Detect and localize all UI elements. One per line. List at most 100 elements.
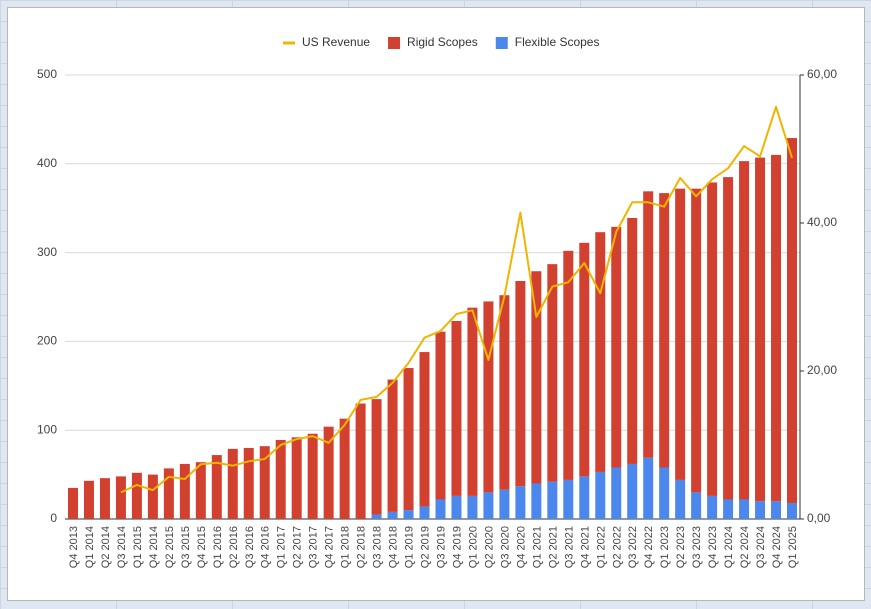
bar-segment [579,242,590,477]
y-tick-label: 500 [37,67,57,81]
bar-segment [691,492,702,519]
bar-segment [371,399,382,515]
x-tick-label: Q2 2014 [100,526,112,568]
legend-label: Rigid Scopes [407,35,478,49]
y-tick-label: 400 [37,156,57,170]
bar-segment [611,226,622,468]
bar-segment [371,514,382,519]
bar-segment [643,457,654,519]
x-tick-label: Q3 2016 [244,526,256,568]
x-tick-label: Q3 2015 [180,526,192,568]
bar-segment [467,307,478,496]
x-tick-label: Q4 2023 [707,526,719,568]
bar-segment [339,418,350,519]
x-tick-label: Q4 2021 [579,526,591,568]
bar-segment [403,368,414,511]
y-tick-label: 0 [50,511,57,525]
bar-segment [291,437,302,519]
bar-segment [387,511,398,519]
bar-segment [547,264,558,482]
x-tick-label: Q3 2014 [116,526,128,568]
bar-segment [659,467,670,519]
bar-segment [723,499,734,519]
x-tick-label: Q2 2015 [164,526,176,568]
x-tick-label: Q2 2019 [420,526,432,568]
y-tick-label: 300 [37,245,57,259]
bar-segment [659,193,670,468]
x-tick-label: Q2 2024 [739,526,751,568]
bar-segment [771,501,782,519]
x-tick-label: Q4 2018 [388,526,400,568]
bar-segment [419,506,430,519]
bar-segment [611,467,622,519]
bar-segment [723,177,734,500]
x-tick-label: Q4 2022 [643,526,655,568]
bar-segment [675,188,686,480]
bar-segment [355,403,366,519]
x-tick-label: Q2 2022 [611,526,623,568]
bar-segment [179,463,190,519]
x-tick-label: Q1 2022 [595,526,607,568]
legend-label: US Revenue [302,35,370,49]
bar-segment [259,446,270,519]
x-tick-label: Q1 2019 [404,526,416,568]
x-tick-label: Q4 2016 [260,526,272,568]
bar-segment [163,468,174,519]
bar-segment [739,499,750,519]
bar-segment [627,217,638,464]
revenue-line [120,105,793,494]
bar-segment [307,433,318,519]
x-tick-label: Q4 2020 [515,526,527,568]
bar-segment [787,138,798,504]
bar-segment [627,463,638,519]
bar-segment [579,476,590,519]
bar-segment [515,281,526,487]
bar-segment [99,478,110,519]
x-tick-label: Q1 2025 [787,526,799,568]
bar-segment [563,250,574,480]
bar-segment [131,472,142,519]
legend-swatch [388,37,401,49]
bar-segment [771,154,782,502]
bar-segment [499,489,510,519]
bar-segment [435,499,446,519]
legend-swatch [495,37,508,49]
x-tick-label: Q4 2015 [196,526,208,568]
x-tick-label: Q4 2014 [148,526,160,568]
bar-segment [547,481,558,519]
bar-segment [211,455,222,519]
y2-tick-label: 0,00 [807,511,831,525]
x-tick-label: Q2 2017 [292,526,304,568]
bar-segment [483,301,494,493]
x-tick-label: Q3 2020 [499,526,511,568]
x-tick-label: Q3 2023 [691,526,703,568]
bar-segment [739,161,750,500]
x-tick-label: Q4 2013 [68,526,80,568]
x-tick-label: Q2 2016 [228,526,240,568]
y2-tick-label: 40,00 [807,215,837,229]
y-tick-label: 200 [37,334,57,348]
bar-segment [499,295,510,490]
bar-segment [83,480,94,519]
bar-segment [387,379,398,512]
x-tick-label: Q1 2018 [340,526,352,568]
legend: US Revenue Rigid Scopes Flexible Scopes [283,35,599,49]
bar-segment [595,471,606,519]
bar-segment [467,495,478,519]
bar-segment [451,320,462,496]
x-tick-label: Q3 2017 [308,526,320,568]
x-tick-label: Q1 2023 [659,526,671,568]
bar-segment [403,510,414,519]
bar-segment [531,271,542,484]
bar-segment [755,501,766,519]
bar-segment [67,487,78,519]
x-tick-label: Q1 2016 [212,526,224,568]
x-tick-label: Q1 2021 [531,526,543,568]
bar-segment [115,476,126,519]
x-tick-label: Q2 2020 [483,526,495,568]
bar-segment [483,492,494,519]
legend-label: Flexible Scopes [515,35,600,49]
bar-segment [563,479,574,519]
bar-segment [419,352,430,507]
bar-segment [755,157,766,502]
